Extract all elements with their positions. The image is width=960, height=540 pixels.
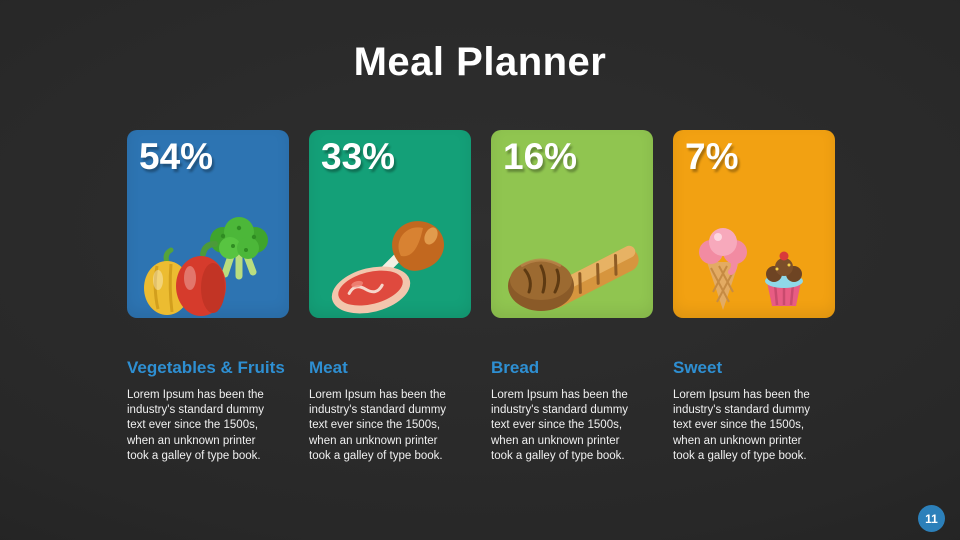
page-number-badge: 11 <box>918 505 945 532</box>
cards-row: 54% <box>127 130 835 464</box>
card-description: Lorem Ipsum has been the industry's stan… <box>491 389 629 462</box>
card-sweet: 7% <box>673 130 835 318</box>
vegetables-icon <box>127 206 289 318</box>
card-column-meat: 33% <box>309 130 471 464</box>
card-label-sweet: Sweet <box>673 357 723 377</box>
percent-value: 16% <box>503 136 578 177</box>
sweet-icon <box>673 206 835 318</box>
card-column-sweet: 7% <box>673 130 835 464</box>
card-description: Lorem Ipsum has been the industry's stan… <box>127 389 265 462</box>
card-meat: 33% <box>309 130 471 318</box>
card-label-meat: Meat <box>309 357 348 377</box>
card-label-vegetables: Vegetables & Fruits <box>127 357 285 377</box>
card-description: Lorem Ipsum has been the industry's stan… <box>673 389 811 462</box>
card-label-bread: Bread <box>491 357 540 377</box>
page-number: 11 <box>925 511 938 526</box>
percent-value: 7% <box>685 136 739 177</box>
percent-value: 33% <box>321 136 396 177</box>
card-description: Lorem Ipsum has been the industry's stan… <box>309 389 447 462</box>
slide-title: Meal Planner <box>353 40 607 84</box>
percent-value: 54% <box>139 136 214 177</box>
card-column-bread: 16% <box>491 130 653 464</box>
card-column-vegetables: 54% <box>127 130 289 464</box>
card-vegetables: 54% <box>127 130 289 318</box>
meat-icon <box>309 206 471 318</box>
bread-icon <box>491 206 653 318</box>
card-bread: 16% <box>491 130 653 318</box>
